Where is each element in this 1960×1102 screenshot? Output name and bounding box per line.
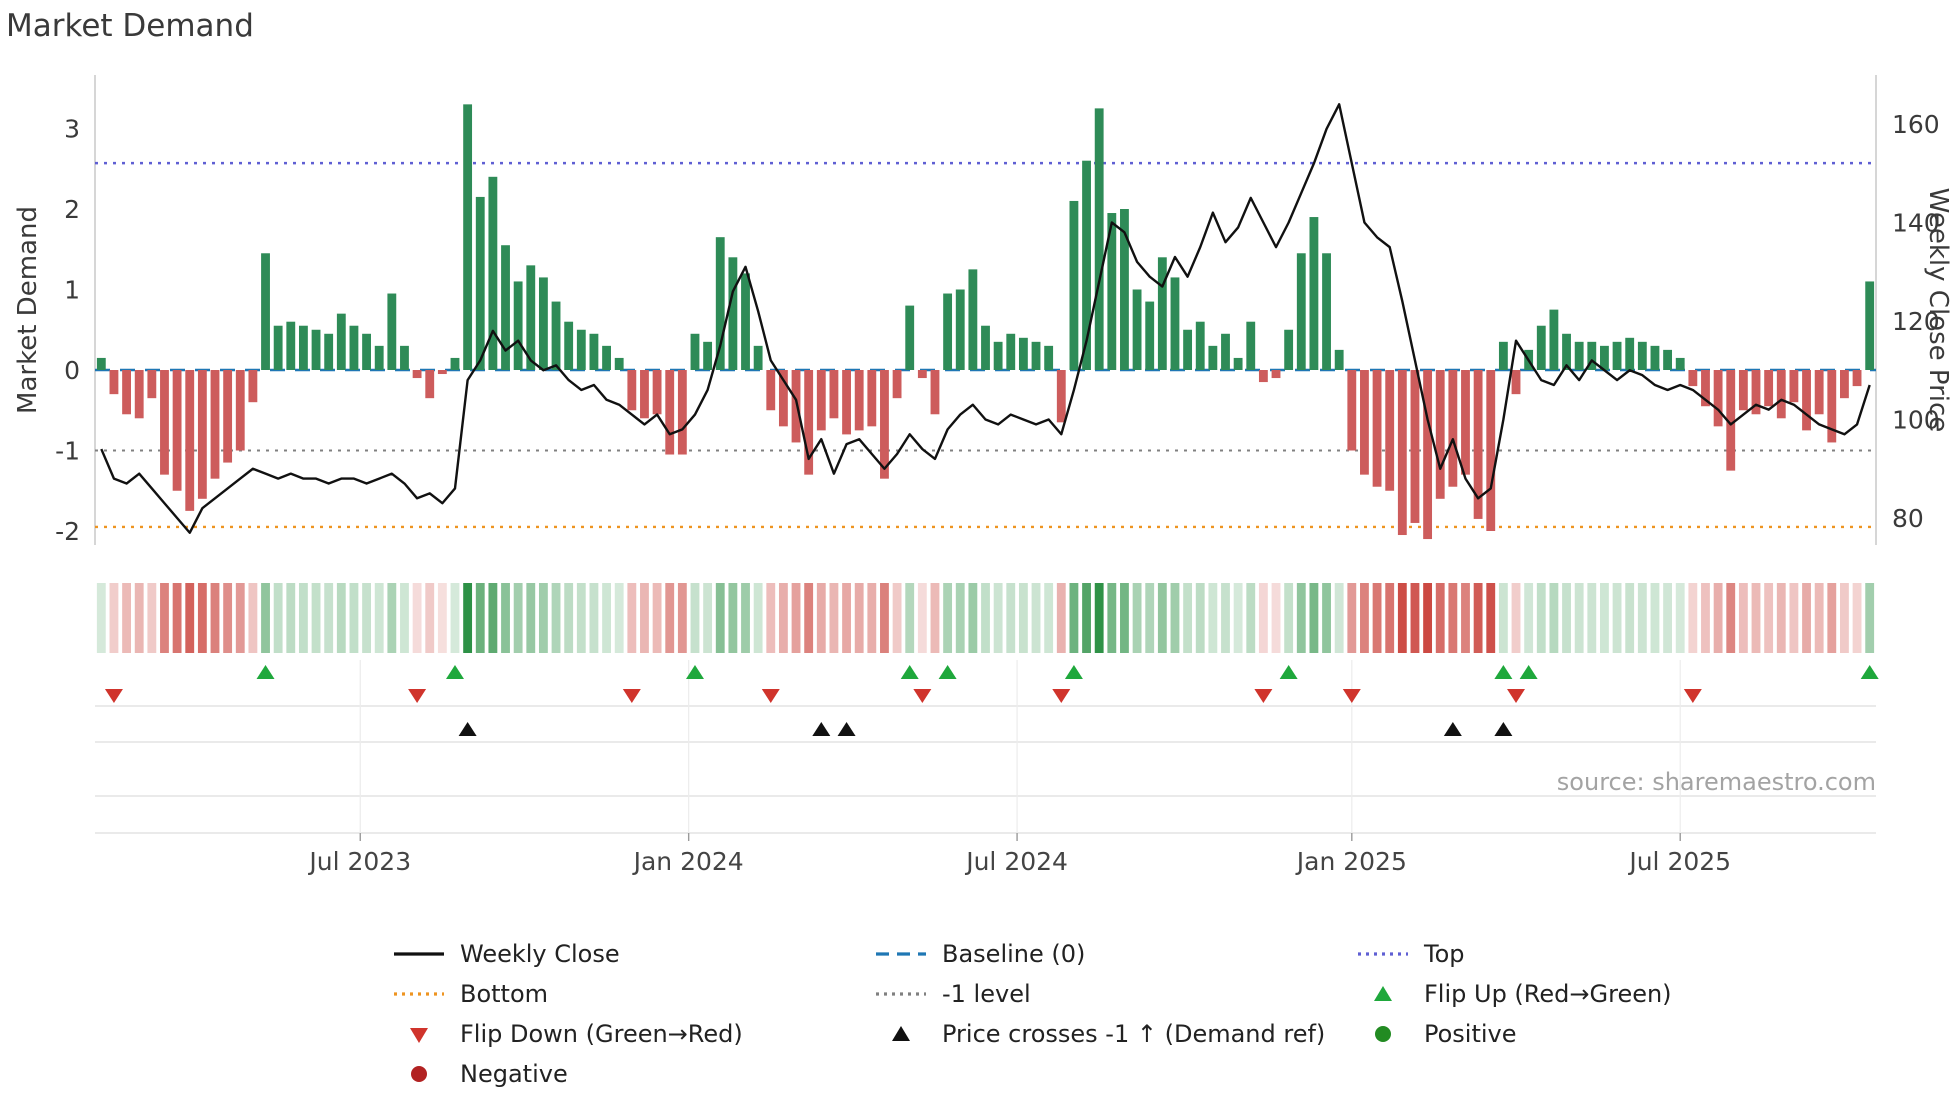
legend-label: Negative bbox=[460, 1059, 568, 1088]
legend-item-price-crosses-1-demand-ref: Price crosses -1 ↑ (Demand ref) bbox=[874, 1018, 1356, 1049]
svg-text:Jul 2024: Jul 2024 bbox=[964, 847, 1068, 876]
svg-text:160: 160 bbox=[1892, 110, 1940, 139]
heatmap-strip bbox=[96, 583, 1875, 653]
weekly-close-line bbox=[100, 103, 1871, 534]
legend-item-baseline-0: Baseline (0) bbox=[874, 938, 1356, 969]
svg-text:Jan 2024: Jan 2024 bbox=[632, 847, 744, 876]
legend-label: Weekly Close bbox=[460, 939, 620, 968]
legend-item-flip-down-green-red: Flip Down (Green→Red) bbox=[392, 1018, 874, 1049]
legend-swatch-tri-up-icon bbox=[892, 1025, 910, 1041]
legend-label: Baseline (0) bbox=[942, 939, 1086, 968]
flip-down-markers bbox=[104, 689, 1702, 703]
legend-swatch-dot-icon bbox=[1375, 1025, 1391, 1042]
x-axis-ticks: Jul 2023 Jan 2024 Jul 2024 Jan 2025 Jul 2025 bbox=[307, 847, 1731, 876]
legend-item-top: Top bbox=[1356, 938, 1838, 969]
legend-swatch-tri-up-icon bbox=[1374, 985, 1392, 1001]
svg-text:100: 100 bbox=[1892, 406, 1940, 435]
legend-swatch-dot-icon bbox=[411, 1065, 427, 1082]
legend-label: Bottom bbox=[460, 979, 549, 1008]
legend-swatch-tri-down-icon bbox=[410, 1027, 428, 1043]
legend-item-1-level: -1 level bbox=[874, 978, 1356, 1009]
legend-label: Positive bbox=[1424, 1019, 1517, 1048]
price-cross-markers bbox=[458, 722, 1513, 736]
right-axis-ticks: 160 140 120 100 80 bbox=[1892, 110, 1940, 533]
legend-item-negative: Negative bbox=[392, 1058, 874, 1089]
svg-text:Jul 2023: Jul 2023 bbox=[307, 847, 411, 876]
svg-text:-1: -1 bbox=[55, 437, 80, 466]
svg-text:1: 1 bbox=[64, 276, 80, 305]
legend-item-weekly-close: Weekly Close bbox=[392, 938, 874, 969]
legend-swatch-line-dotted-icon bbox=[876, 991, 926, 996]
legend-label: Top bbox=[1424, 939, 1465, 968]
legend-swatch-line-dashed-icon bbox=[876, 951, 926, 956]
svg-text:-2: -2 bbox=[55, 517, 80, 546]
panel-gridlines bbox=[95, 660, 1876, 841]
svg-text:140: 140 bbox=[1892, 209, 1940, 238]
legend-item-bottom: Bottom bbox=[392, 978, 874, 1009]
svg-text:120: 120 bbox=[1892, 307, 1940, 336]
svg-text:80: 80 bbox=[1892, 504, 1924, 533]
legend-item-flip-up-red-green: Flip Up (Red→Green) bbox=[1356, 978, 1838, 1009]
legend-swatch-line-solid-icon bbox=[394, 951, 444, 956]
svg-text:3: 3 bbox=[64, 115, 80, 144]
svg-text:source: sharemaestro.com: source: sharemaestro.com bbox=[1557, 768, 1876, 796]
legend-label: Price crosses -1 ↑ (Demand ref) bbox=[942, 1019, 1326, 1048]
chart-legend: Weekly Close Baseline (0) Top Bottom -1 leve… bbox=[392, 938, 1838, 1089]
legend-label: Flip Down (Green→Red) bbox=[460, 1019, 743, 1048]
flip-up-markers bbox=[256, 665, 1879, 679]
svg-text:2: 2 bbox=[64, 195, 80, 224]
svg-text:Jul 2025: Jul 2025 bbox=[1627, 847, 1731, 876]
page-title: Market Demand bbox=[6, 8, 254, 44]
source-text: source: sharemaestro.com bbox=[1557, 768, 1876, 796]
legend-label: Flip Up (Red→Green) bbox=[1424, 979, 1672, 1008]
legend-item-positive: Positive bbox=[1356, 1018, 1838, 1049]
legend-swatch-line-dotted-icon bbox=[394, 991, 444, 996]
demand-bars bbox=[96, 104, 1875, 540]
left-axis-ticks: 3 2 1 0 -1 -2 bbox=[55, 115, 80, 547]
legend-label: -1 level bbox=[942, 979, 1031, 1008]
axis-spines bbox=[94, 75, 1877, 545]
legend-swatch-line-dotted-icon bbox=[1358, 951, 1408, 956]
svg-text:0: 0 bbox=[64, 356, 80, 385]
svg-text:Jan 2025: Jan 2025 bbox=[1295, 847, 1407, 876]
